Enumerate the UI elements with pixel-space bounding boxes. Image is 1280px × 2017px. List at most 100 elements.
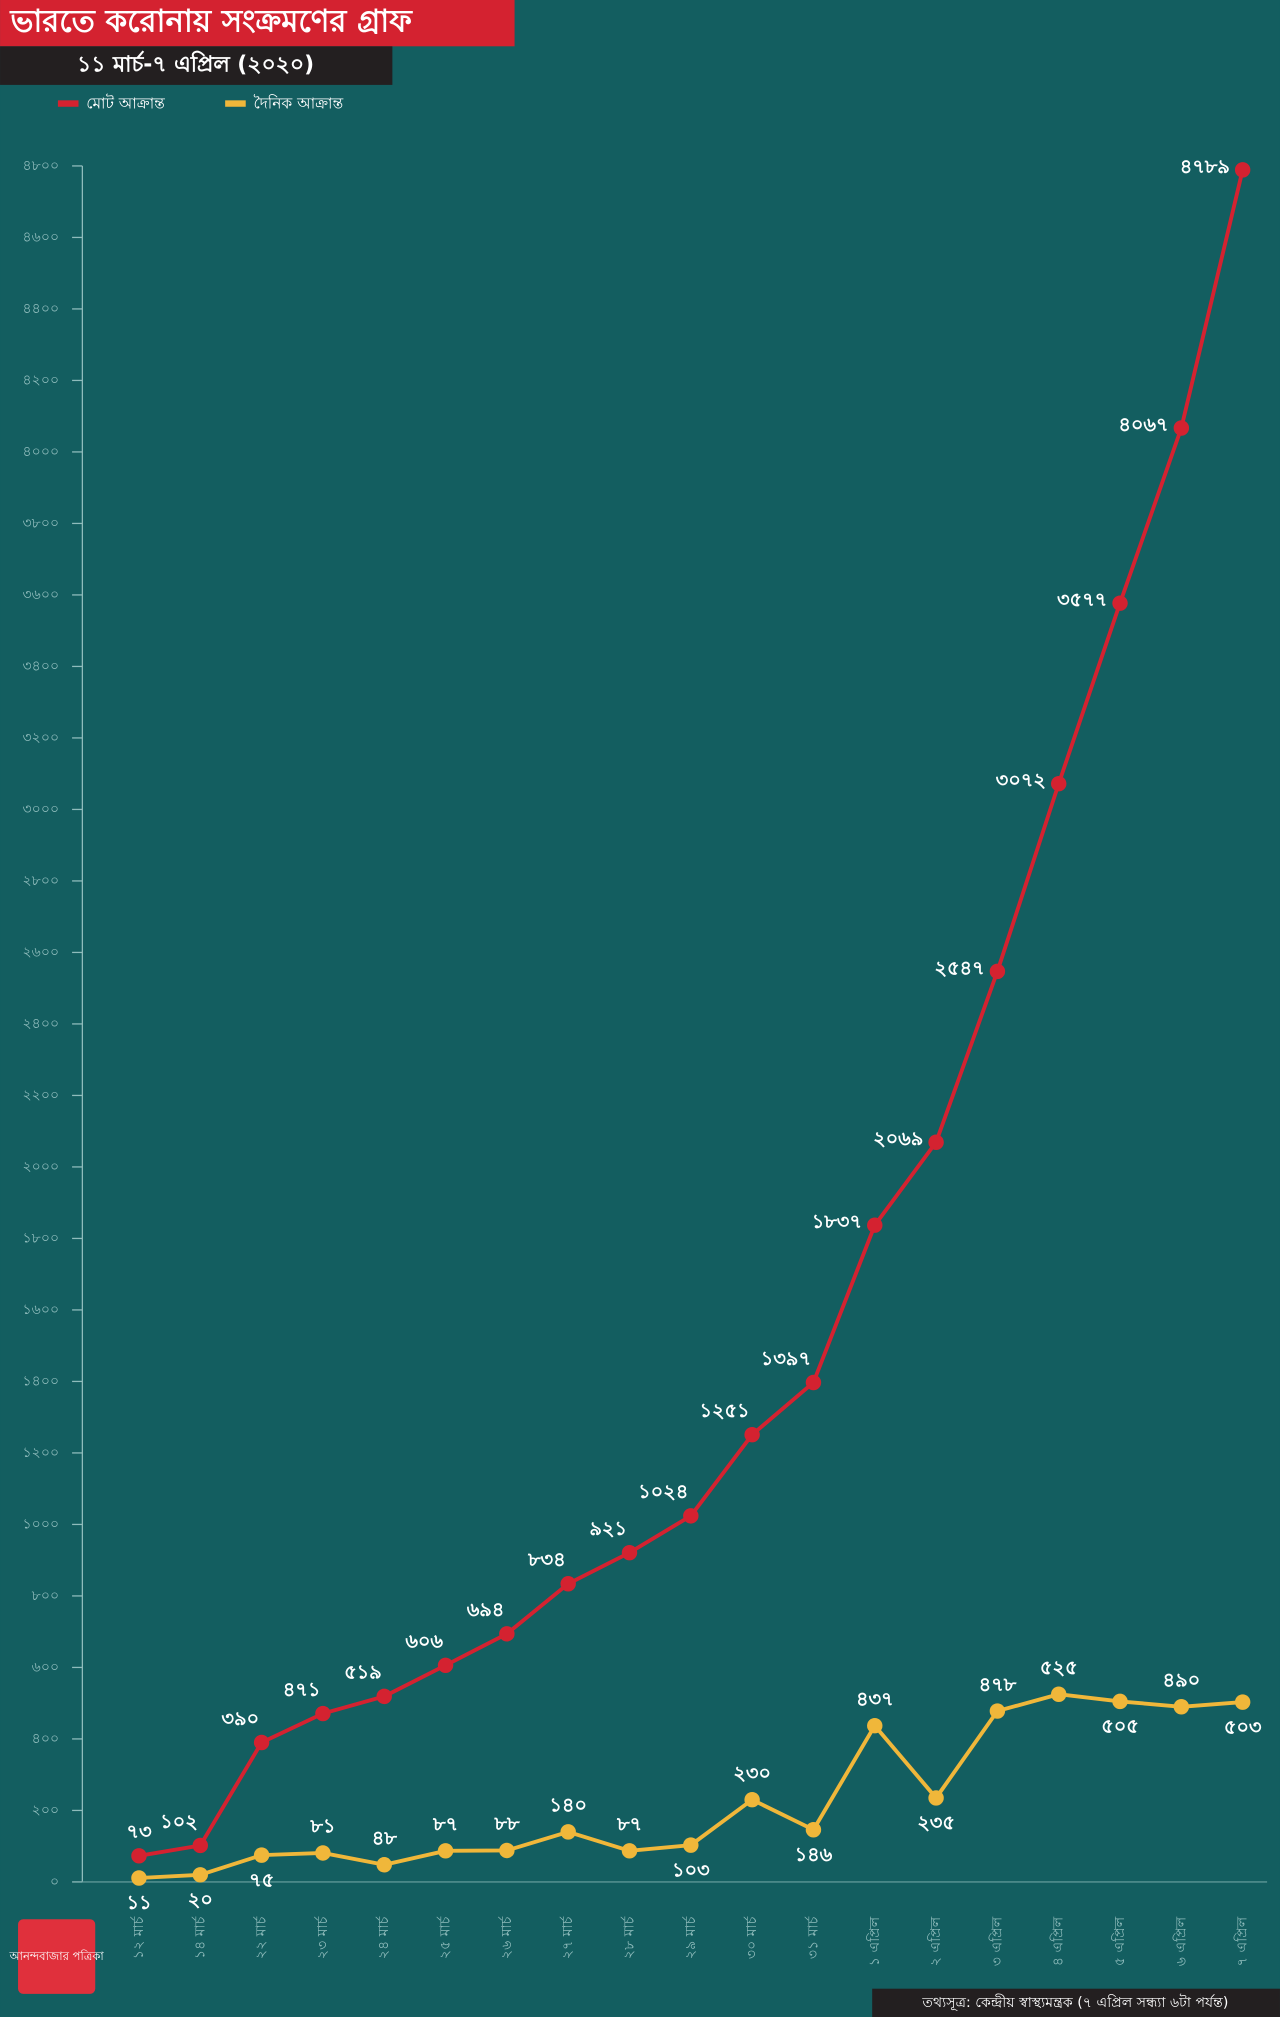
x-tick-label: ৩০ মার্চ [743, 1916, 760, 1959]
y-tick-label: ৪৪০০ [23, 301, 60, 317]
y-tick-label: ১৪০০ [23, 1373, 60, 1389]
data-label: ১৪০ [549, 1794, 587, 1817]
data-point [499, 1626, 515, 1642]
data-label: ৮৮ [493, 1812, 520, 1835]
data-point [805, 1822, 822, 1838]
data-label: ৪০৬৭ [1118, 413, 1168, 436]
x-tick-label: ৩ এপ্রিল [988, 1916, 1005, 1966]
y-tick-label: ৩৮০০ [22, 515, 59, 531]
logo-box [18, 1919, 96, 1994]
x-tick-label: ৬ এপ্রিল [1172, 1916, 1189, 1966]
y-tick-label: ২৬০০ [22, 944, 59, 960]
data-point [253, 1847, 270, 1863]
y-tick-label: ৪২০০ [22, 372, 59, 388]
y-tick-label: ৩২০০ [22, 730, 59, 746]
data-point [744, 1426, 760, 1443]
legend-label: মোট আক্রান্ত [86, 95, 165, 113]
data-label: ৫১৯ [344, 1661, 382, 1684]
y-tick-label: ১০০০ [22, 1516, 59, 1532]
data-point [805, 1374, 822, 1391]
x-tick-label: ৪ এপ্রিল [1050, 1916, 1067, 1966]
y-tick-label: ১২০০ [22, 1445, 59, 1461]
data-label: ২৩০ [733, 1761, 771, 1784]
data-point [560, 1576, 576, 1592]
x-tick-label: ৭ এপ্রিল [1234, 1916, 1251, 1966]
title-box [0, 0, 515, 47]
x-tick-label: ২৩ মার্চ [314, 1916, 331, 1959]
data-label: ৭৫ [249, 1868, 274, 1891]
data-point [989, 963, 1006, 980]
data-label: ৯২১ [589, 1517, 627, 1540]
data-point [683, 1837, 699, 1853]
source-box [872, 1988, 1280, 2017]
data-label: ১২৫১ [699, 1399, 749, 1422]
x-tick-label: ৩১ মার্চ [805, 1916, 822, 1959]
x-tick-label: ২৮ মার্চ [621, 1916, 638, 1959]
y-tick-label: ২৪০০ [22, 1016, 59, 1032]
legend-swatch [225, 100, 246, 107]
data-point [315, 1845, 331, 1861]
subtitle-box [0, 46, 393, 85]
data-point [1112, 1693, 1128, 1710]
data-point [1234, 1694, 1251, 1710]
y-tick-label: ১৮০০ [23, 1230, 60, 1246]
y-tick-label: ৩৬০০ [22, 587, 59, 603]
y-tick-label: ২০০০ [22, 1159, 59, 1175]
data-point [867, 1717, 883, 1734]
data-label: ৫২৫ [1040, 1656, 1078, 1679]
data-label: ২৩৫ [917, 1811, 955, 1834]
data-point [989, 1703, 1006, 1719]
data-point [867, 1217, 883, 1233]
data-label: ১১ [126, 1891, 151, 1914]
x-tick-label: ২৯ মার্চ [682, 1916, 699, 1959]
y-tick-label: ৪০০০ [22, 444, 59, 460]
data-point [560, 1824, 576, 1840]
data-point [621, 1843, 638, 1859]
data-label: ১০৩ [672, 1858, 710, 1881]
data-point [437, 1843, 454, 1859]
data-point [376, 1688, 392, 1705]
x-tick-label: ২৬ মার্চ [498, 1916, 515, 1959]
data-point [131, 1848, 147, 1864]
data-label: ২৫৪৭ [934, 956, 984, 979]
data-label: ১৪৬ [795, 1843, 833, 1866]
data-point [928, 1790, 944, 1806]
y-tick-label: ৮০০ [32, 1588, 60, 1604]
data-label: ৬০৬ [405, 1630, 443, 1653]
x-tick-label: ১৪ মার্চ [191, 1916, 208, 1959]
data-point [621, 1544, 638, 1561]
x-tick-label: ২৭ মার্চ [559, 1916, 576, 1959]
data-label: ৪৯০ [1163, 1669, 1201, 1692]
data-label: ৩৫৭৭ [1057, 588, 1107, 611]
y-tick-label: ১৬০০ [22, 1302, 59, 1318]
y-tick-label: ২০০ [32, 1802, 60, 1818]
data-point [499, 1842, 515, 1859]
data-point [253, 1734, 270, 1751]
data-label: ৮৭ [616, 1813, 642, 1836]
source: তথ্যসূত্র: কেন্দ্রীয় স্বাস্থ্যমন্ত্রক (… [921, 1994, 1228, 2011]
data-label: ৪৩৭ [856, 1687, 894, 1710]
data-point [1050, 775, 1067, 792]
chart-title: ভারতে করোনায় সংক্রমণের গ্রাফ [9, 4, 413, 40]
logo: আনন্দবাজার পত্রিকা [8, 1949, 104, 1963]
data-point [192, 1837, 209, 1854]
data-label: ৭৩ [126, 1820, 151, 1843]
data-point [928, 1134, 944, 1150]
data-label: ১৩৯৭ [761, 1347, 811, 1370]
data-point [1050, 1686, 1067, 1702]
data-label: ৫০৩ [1224, 1715, 1262, 1738]
data-label: ৪৭৮ [979, 1673, 1017, 1696]
data-label: ৪৮ [372, 1827, 398, 1850]
x-tick-label: ১ এপ্রিল [866, 1916, 883, 1966]
data-point [1173, 1699, 1190, 1715]
data-point [376, 1857, 392, 1873]
x-tick-label: ২ এপ্রিল [927, 1916, 944, 1966]
data-point [744, 1791, 760, 1808]
x-tick-label: ২২ মার্চ [253, 1916, 270, 1959]
data-label: ৮৭ [432, 1813, 458, 1836]
x-tick-label: ২৪ মার্চ [375, 1916, 392, 1959]
data-point [1173, 420, 1190, 436]
y-tick-label: ২৮০০ [22, 873, 59, 889]
